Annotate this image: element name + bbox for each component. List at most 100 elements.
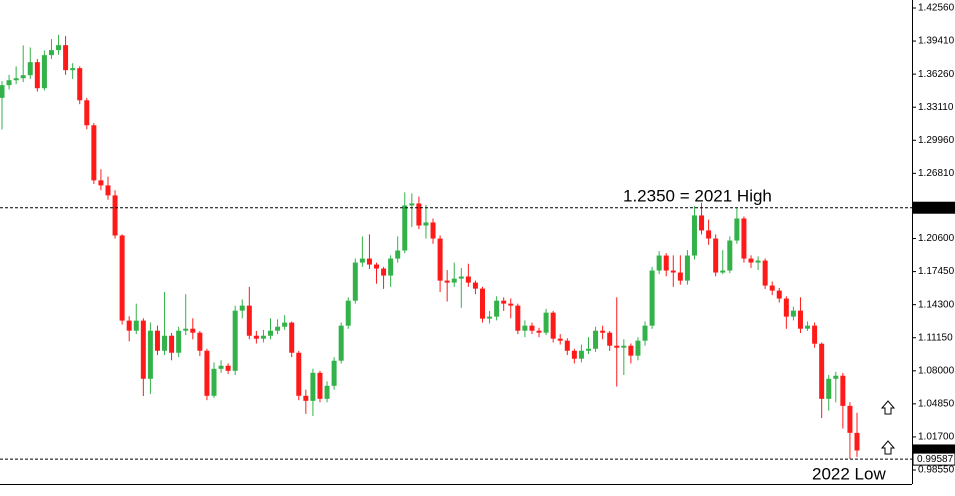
arrow-icons: [880, 400, 896, 455]
candle-body: [381, 268, 387, 276]
candle-body: [684, 255, 690, 281]
price-marker-label: 1.23535: [917, 202, 954, 213]
candle-body: [162, 335, 168, 351]
candle-body: [20, 75, 26, 79]
candle-body: [691, 215, 697, 256]
candle-body: [41, 55, 47, 89]
candle-body: [345, 300, 351, 326]
candle-body: [663, 255, 669, 271]
candle-body: [762, 260, 768, 286]
candle-body: [147, 330, 153, 379]
candle-body: [727, 240, 733, 271]
candle-body: [275, 326, 281, 331]
candle-body: [444, 280, 450, 283]
y-tick-label: 1.08000: [918, 365, 955, 376]
candle-body: [826, 378, 832, 399]
candle-body: [812, 325, 818, 344]
candle-body: [536, 330, 542, 333]
candle-body: [656, 255, 662, 271]
price-marker-label: 0.99587: [917, 454, 954, 465]
candle-body: [239, 305, 245, 311]
y-tick-label: 1.20600: [918, 233, 955, 244]
candle-body: [260, 335, 266, 339]
candle-body: [374, 264, 380, 269]
candle-body: [56, 45, 62, 51]
candle-body: [790, 310, 796, 317]
annotation: 1.2350 = 2021 High: [623, 187, 772, 206]
candle-body: [557, 338, 563, 341]
candle-body: [621, 345, 627, 348]
candle-body: [84, 100, 90, 126]
candle-body: [402, 205, 408, 251]
candle-body: [649, 270, 655, 326]
candle-body: [593, 330, 599, 349]
y-tick-label: 1.17450: [918, 266, 955, 277]
candle-body: [91, 125, 97, 181]
candle-body: [501, 300, 507, 304]
candle-body: [430, 222, 436, 239]
y-tick-label: 1.11150: [918, 332, 953, 343]
candle-body: [282, 322, 288, 327]
candle-body: [776, 290, 782, 299]
candle-body: [105, 185, 111, 196]
y-tick-label: 1.26810: [918, 168, 955, 179]
candle-body: [494, 300, 500, 317]
candle-body: [458, 276, 464, 279]
y-tick-label: 1.36260: [918, 69, 955, 80]
candle-body: [769, 285, 775, 291]
candle-body: [699, 215, 705, 231]
y-tick-label: 1.33110: [918, 102, 954, 113]
candle-body: [34, 62, 40, 89]
candle-body: [819, 343, 825, 399]
candle-body: [119, 235, 125, 321]
candle-body: [755, 260, 761, 263]
candle-body: [451, 278, 457, 283]
candle-body: [253, 335, 259, 339]
candle-body: [338, 325, 344, 361]
candle-body: [600, 330, 606, 333]
candle-body: [748, 258, 754, 263]
candle-body: [310, 372, 316, 401]
candle-body: [197, 332, 203, 351]
up-arrow: [880, 440, 896, 455]
candle-body: [607, 332, 613, 346]
candle-body: [550, 312, 556, 339]
candle-body: [670, 270, 676, 273]
candle-body: [734, 218, 740, 241]
candle-body: [840, 375, 846, 406]
candle-body: [508, 303, 514, 306]
candle-body: [515, 305, 521, 331]
candle-body: [805, 325, 811, 329]
candle-body: [0, 85, 5, 98]
candle-body: [529, 325, 535, 331]
candle-body: [27, 62, 33, 76]
candle-body: [183, 328, 189, 331]
candle-body: [359, 258, 365, 263]
candle-body: [48, 50, 54, 56]
candle-body: [578, 350, 584, 359]
candle-body: [465, 276, 471, 283]
candle-body: [317, 372, 323, 399]
candle-body: [140, 320, 146, 379]
price-marker-label: 1.00412: [917, 445, 954, 456]
candle-body: [296, 352, 302, 396]
candle-body: [416, 203, 422, 226]
candle-body: [218, 365, 224, 369]
candle-body: [366, 258, 372, 265]
candle-body: [204, 350, 210, 396]
candle-body: [833, 375, 839, 379]
candle-body: [395, 250, 401, 259]
candle-body: [154, 330, 160, 351]
candle-body: [303, 395, 309, 401]
candle-body: [331, 360, 337, 386]
candle-body: [289, 322, 295, 353]
candle-body: [628, 345, 634, 356]
y-tick-label: 1.29960: [918, 135, 955, 146]
candle-body: [63, 45, 69, 71]
candle-body: [472, 282, 478, 289]
up-arrow: [880, 400, 896, 415]
candle-body: [487, 316, 493, 319]
candle-body: [409, 203, 415, 206]
